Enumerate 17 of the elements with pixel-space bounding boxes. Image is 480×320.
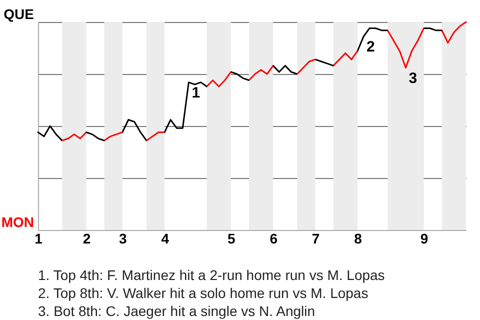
x-tick-label: 9 [420, 230, 428, 246]
x-tick-label: 5 [228, 230, 236, 246]
x-tick-label: 4 [161, 230, 170, 246]
x-tick-label: 7 [312, 230, 320, 246]
text: 3. Bot 8th: C. Jaeger hit a single vs N. Anglin [38, 302, 316, 320]
annotation: 3 [408, 70, 418, 87]
text: MON [1, 214, 34, 230]
x-tick-label: 6 [270, 230, 278, 246]
annotation: 1 [192, 84, 200, 102]
x-tick-label: 8 [354, 230, 362, 246]
annotation: 2 [366, 38, 375, 56]
text: 2. Top 8th: V. Walker hit a solo home run vs M. Lopas [38, 284, 370, 302]
text: 1. Top 4th: F. Martinez hit a 2-run home run vs M. Lopas [38, 266, 386, 284]
x-tick-label: 3 [118, 230, 127, 246]
x-tick-label: 1 [34, 230, 43, 246]
text: QUE [4, 6, 34, 22]
x-tick-label: 2 [82, 230, 91, 246]
